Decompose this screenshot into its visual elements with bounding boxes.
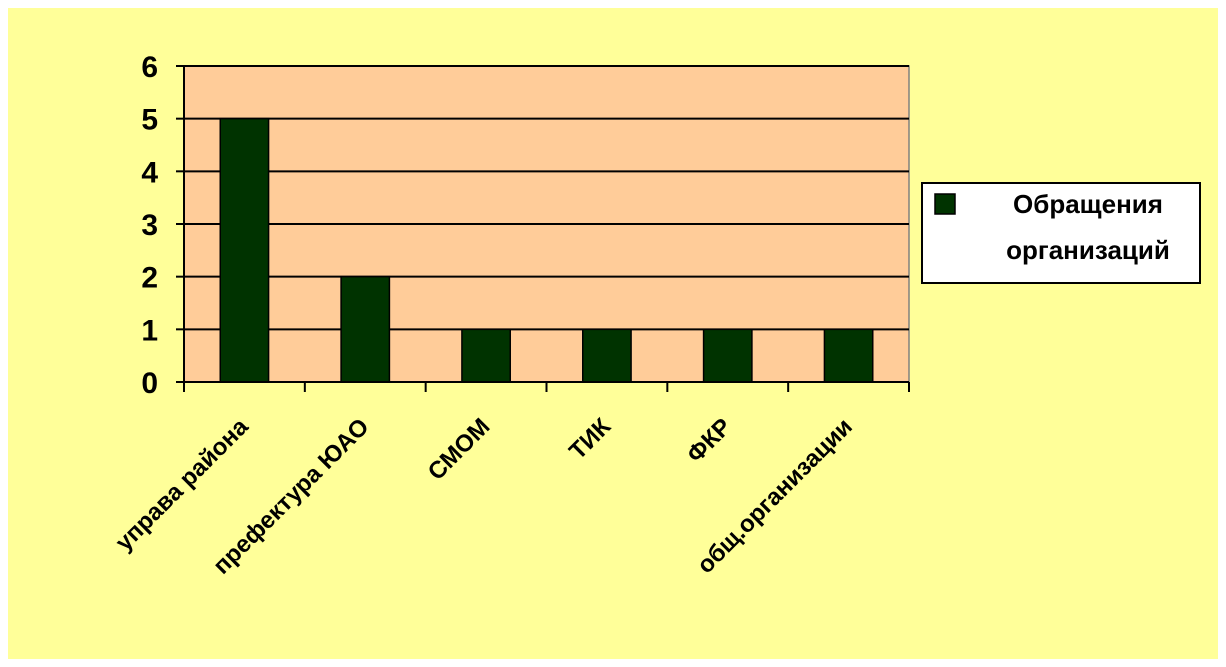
- bar: [582, 328, 632, 383]
- bar: [823, 328, 874, 383]
- axes: [176, 65, 910, 392]
- legend-box: [921, 182, 1201, 284]
- gridlines: [184, 65, 909, 331]
- y-tick-label: 0: [141, 367, 158, 400]
- y-tick-label: 3: [141, 209, 158, 242]
- legend-label-line-1: Обращения: [1013, 189, 1163, 219]
- y-tick-label: 5: [141, 104, 158, 137]
- y-tick-labels: 0 1 2 3 4 5 6: [141, 51, 158, 400]
- y-tick-label: 1: [141, 314, 158, 347]
- bar: [461, 328, 511, 383]
- bar: [702, 328, 753, 383]
- bar: [340, 275, 391, 383]
- y-tick-label: 6: [141, 51, 158, 84]
- legend-label-line-2: организаций: [1006, 235, 1170, 265]
- y-tick-label: 2: [141, 262, 158, 295]
- legend: Обращения организаций: [921, 182, 1201, 284]
- legend-swatch: [934, 193, 956, 215]
- bar: [219, 117, 270, 383]
- bars: [219, 117, 874, 383]
- y-tick-label: 4: [141, 156, 158, 189]
